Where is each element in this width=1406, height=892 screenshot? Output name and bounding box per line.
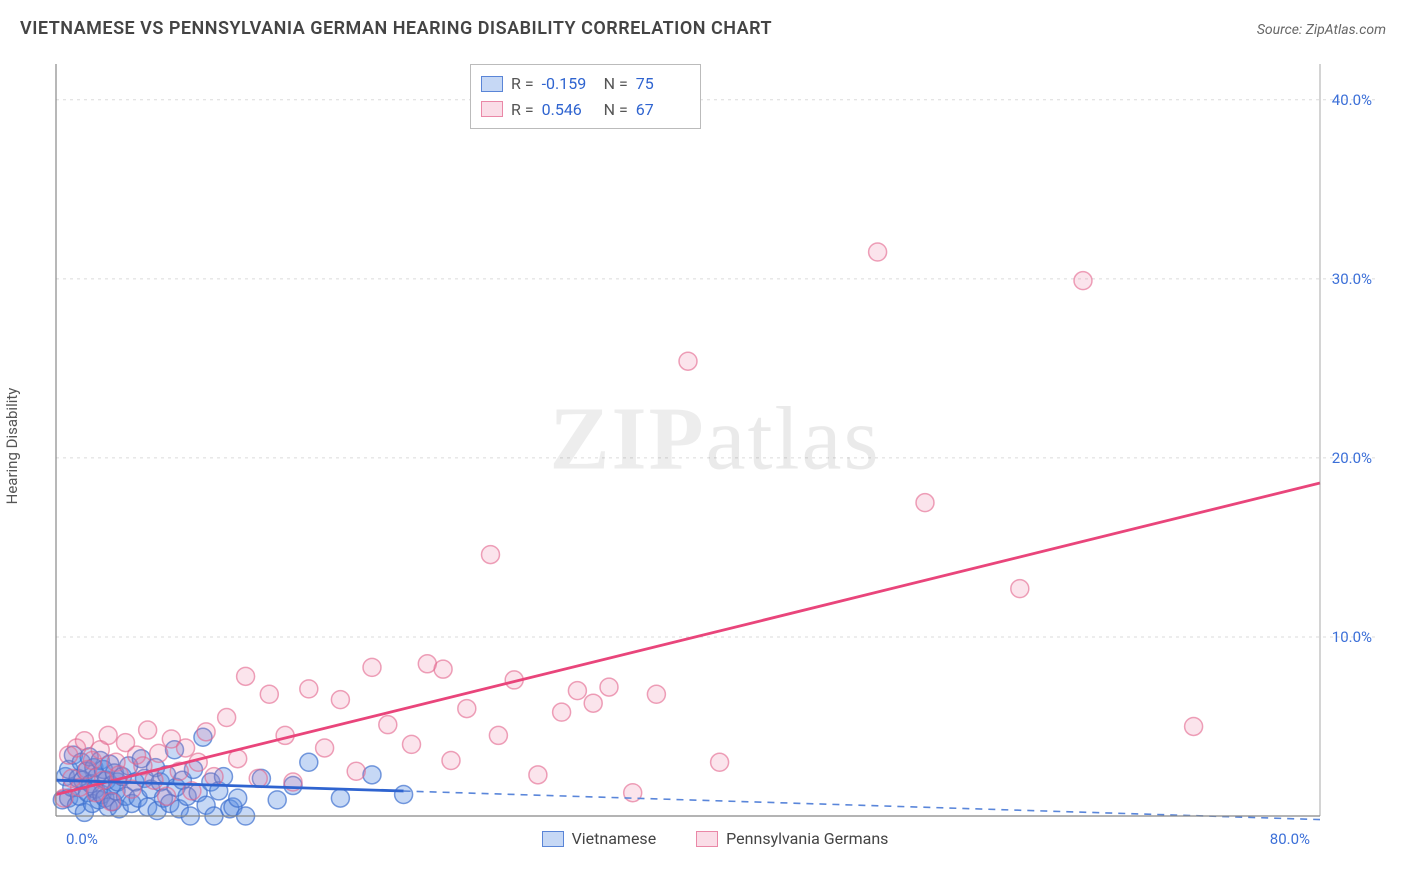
plot-area: 10.0%20.0%30.0%40.0%0.0%80.0% ZIPatlas R… (50, 60, 1380, 850)
chart-header: VIETNAMESE VS PENNSYLVANIA GERMAN HEARIN… (20, 18, 1386, 39)
swatch-blue (542, 831, 564, 847)
swatch-pink (481, 101, 503, 117)
legend-item-vietnamese: Vietnamese (542, 829, 657, 848)
legend-item-pagerman: Pennsylvania Germans (696, 829, 888, 848)
stats-legend: R = -0.159 N = 75 R = 0.546 N = 67 (470, 64, 701, 129)
y-axis-label: Hearing Disability (3, 388, 21, 505)
swatch-blue (481, 76, 503, 92)
scatter-chart: 10.0%20.0%30.0%40.0%0.0%80.0% (50, 60, 1380, 850)
svg-text:20.0%: 20.0% (1332, 449, 1372, 467)
stats-row-blue: R = -0.159 N = 75 (481, 71, 690, 97)
swatch-pink (696, 831, 718, 847)
series-legend: Vietnamese Pennsylvania Germans (50, 829, 1380, 848)
stats-row-pink: R = 0.546 N = 67 (481, 97, 690, 123)
svg-text:10.0%: 10.0% (1332, 628, 1372, 646)
svg-text:40.0%: 40.0% (1332, 91, 1372, 109)
chart-source: Source: ZipAtlas.com (1257, 22, 1386, 38)
svg-text:30.0%: 30.0% (1332, 270, 1372, 288)
chart-title: VIETNAMESE VS PENNSYLVANIA GERMAN HEARIN… (20, 18, 772, 39)
